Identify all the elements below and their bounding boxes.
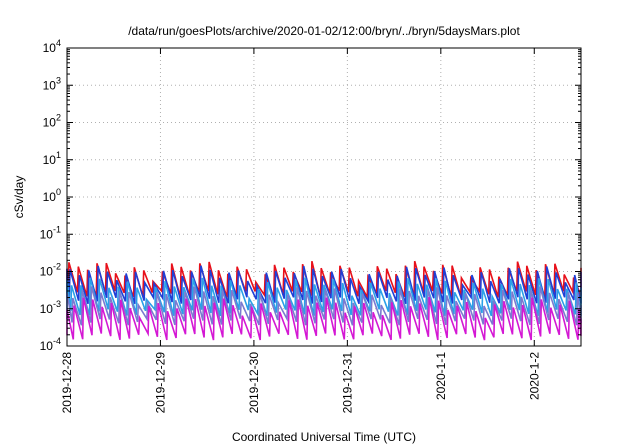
x-tick-label: 2020-1-2 [527,352,541,400]
y-tick-label: 10-4 [40,336,61,353]
series-line-2 [66,265,582,305]
y-tick-label: 10-1 [40,224,61,241]
series-line-5 [66,297,582,341]
y-tick-label: 102 [43,113,61,130]
y-tick-label: 100 [43,187,61,204]
y-axis-label: cSv/day [12,176,26,219]
grid-lines [67,48,581,346]
y-tick-exponent: -3 [53,299,61,309]
y-tick-exponent: 0 [56,187,61,197]
series-line-4 [66,286,582,326]
y-tick-label: 101 [43,150,61,167]
y-tick-exponent: 2 [56,113,61,123]
x-tick-label: 2019-12-28 [60,352,74,414]
y-tick-exponent: 4 [56,38,61,48]
y-tick-exponent: -1 [53,224,61,234]
x-tick-label: 2019-12-30 [247,352,261,414]
x-axis: 2019-12-28 2019-12-29 2019-12-30 2019-12-31… [60,48,541,413]
y-tick-exponent: -4 [53,336,61,346]
y-tick-exponent: -2 [53,262,61,272]
x-tick-label: 2019-12-29 [153,352,167,414]
x-tick-label: 2019-12-31 [340,352,354,414]
y-tick-label: 103 [43,75,61,92]
y-tick-label: 10-3 [40,299,61,316]
y-tick-exponent: 3 [56,75,61,85]
chart-title: /data/run/goesPlots/archive/2020-01-02/1… [128,24,520,38]
y-tick-exponent: 1 [56,150,61,160]
series-group [66,260,582,341]
series-line-3 [66,277,582,317]
x-tick-label: 2020-1-1 [434,352,448,400]
x-axis-label: Coordinated Universal Time (UTC) [232,430,416,444]
series-line-1 [66,260,582,301]
y-tick-label: 104 [43,38,61,55]
y-tick-label: 10-2 [40,262,61,279]
